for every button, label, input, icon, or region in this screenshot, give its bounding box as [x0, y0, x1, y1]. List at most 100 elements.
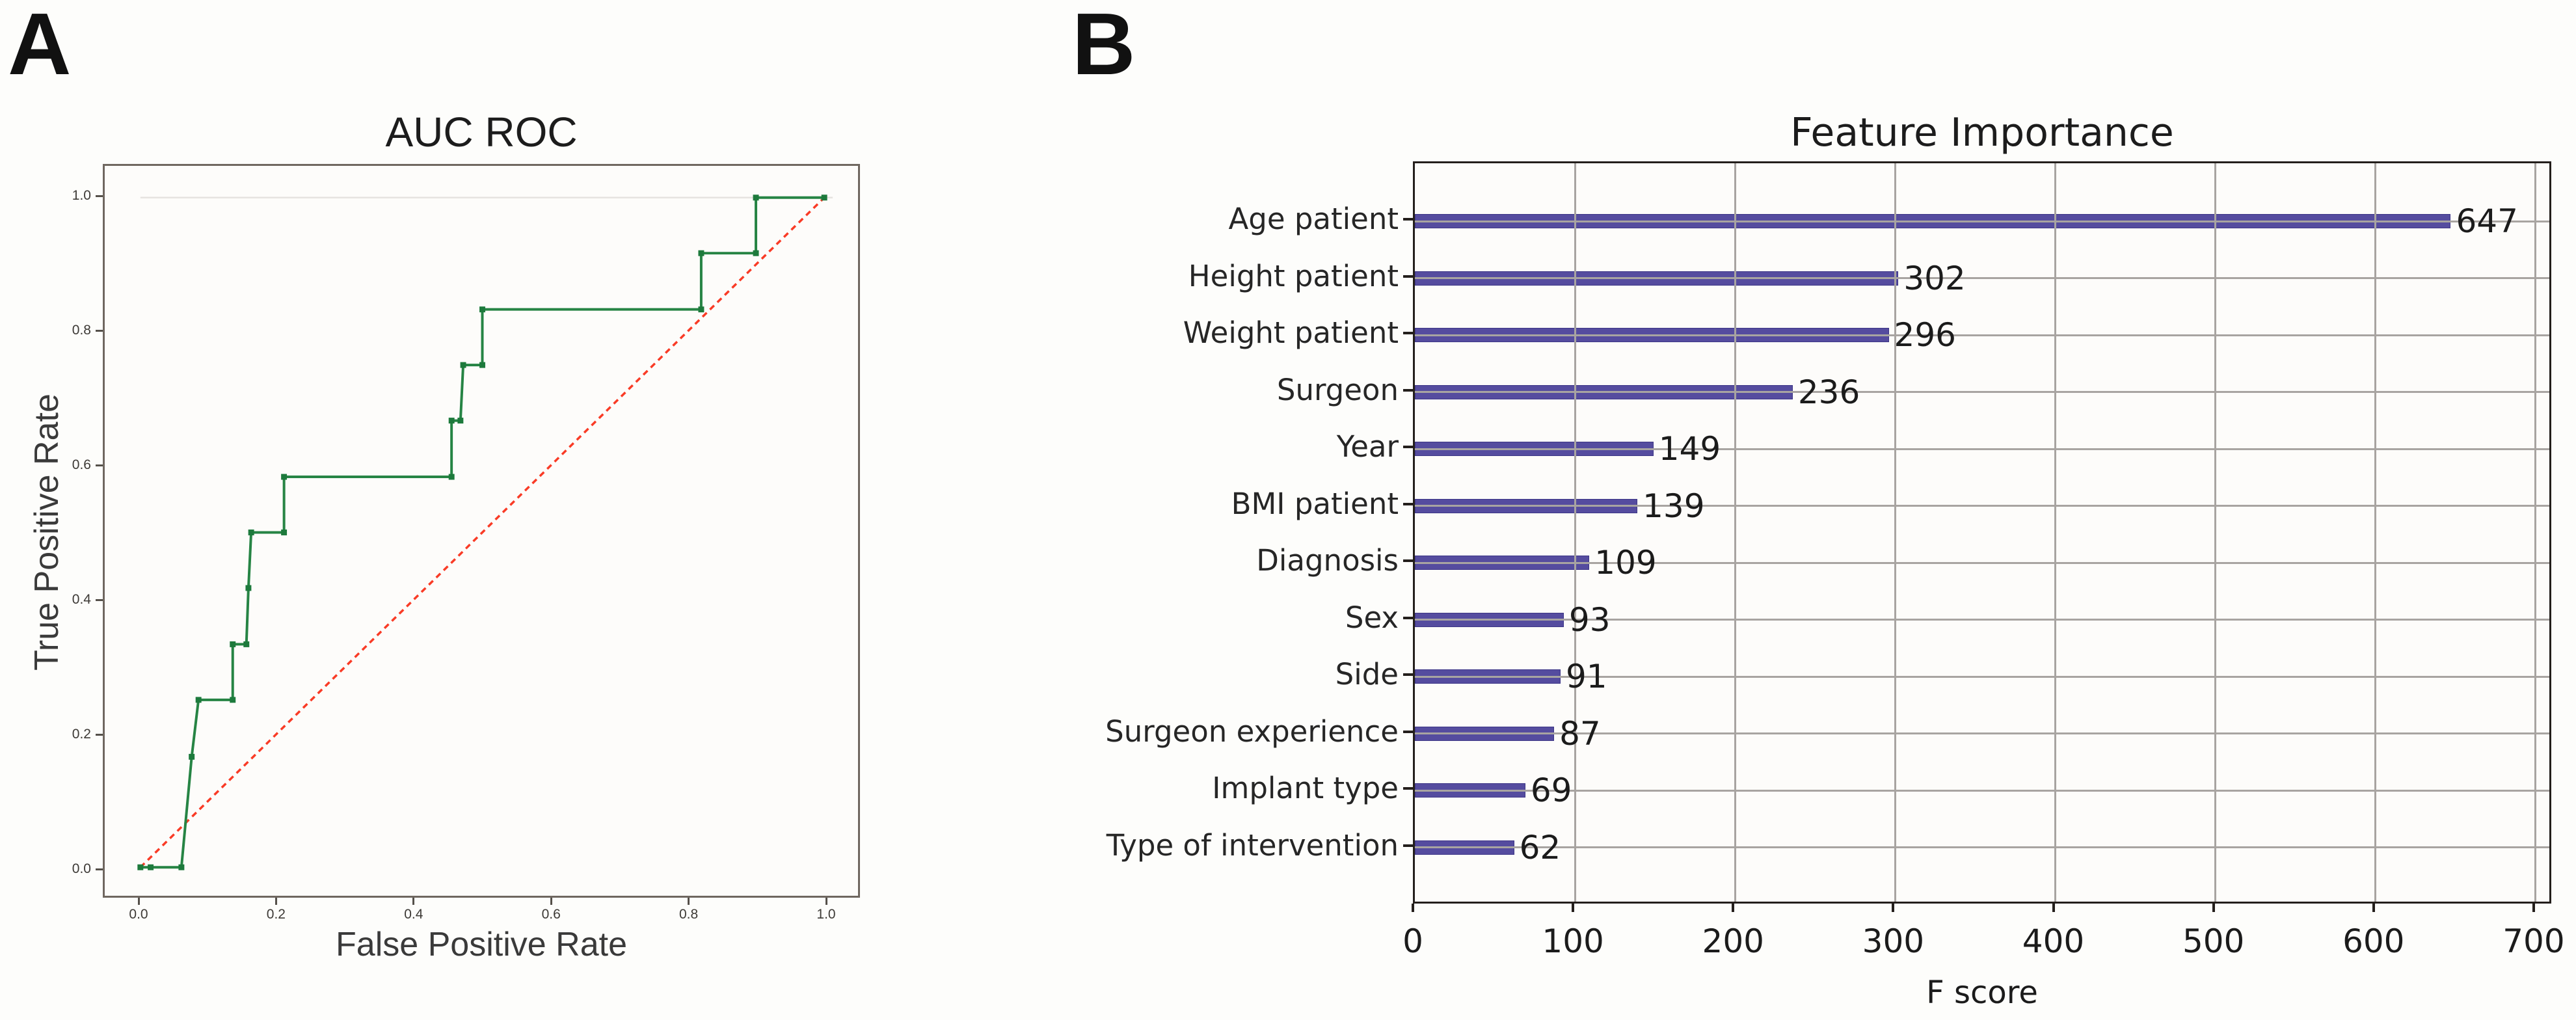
x-tick-mark [412, 898, 415, 905]
x-tick-label: 500 [2182, 922, 2245, 960]
y-tick-mark [1403, 673, 1413, 676]
y-tick-mark [96, 464, 103, 466]
x-tick-label: 0.0 [129, 907, 148, 922]
grid-line-horizontal [1415, 789, 2549, 792]
x-tick-mark [1732, 904, 1735, 912]
roc-data-marker [281, 474, 288, 480]
grid-line-vertical [2054, 163, 2057, 902]
x-tick-mark [688, 898, 690, 905]
y-tick-label: 0.8 [72, 323, 91, 338]
x-tick-label: 1.0 [816, 907, 836, 922]
category-label: Height patient [1188, 258, 1399, 293]
roc-data-marker [137, 864, 144, 870]
category-label: Age patient [1228, 202, 1399, 236]
y-tick-mark [1403, 616, 1413, 619]
panel-b-letter: B [1072, 0, 1136, 93]
grid-line-horizontal [1415, 675, 2549, 678]
category-label: Sex [1345, 600, 1399, 635]
x-tick-mark [825, 898, 827, 905]
roc-data-marker [281, 530, 288, 535]
roc-data-marker [753, 195, 759, 201]
roc-data-marker [230, 697, 236, 703]
x-tick-label: 400 [2022, 922, 2085, 960]
category-label: Surgeon experience [1105, 714, 1399, 749]
category-label: Implant type [1212, 771, 1399, 805]
y-tick-mark [96, 733, 103, 736]
roc-data-marker [248, 530, 254, 535]
x-tick-mark [2372, 904, 2375, 912]
category-label: Type of intervention [1106, 827, 1399, 863]
grid-line-vertical [1574, 163, 1576, 902]
y-tick-mark [1403, 787, 1413, 790]
bar-value-label: 69 [1530, 772, 1572, 809]
y-tick-mark [1403, 388, 1413, 392]
roc-data-marker [243, 641, 250, 647]
y-tick-mark [1403, 446, 1413, 448]
x-tick-label: 200 [1702, 922, 1764, 960]
y-tick-label: 0.0 [72, 861, 91, 876]
roc-data-marker [479, 306, 485, 313]
x-tick-mark [275, 898, 277, 905]
roc-data-marker [245, 585, 252, 591]
grid-line-horizontal [1415, 561, 2549, 564]
y-tick-mark [96, 195, 103, 197]
roc-data-marker [189, 753, 195, 760]
bar-value-label: 149 [1658, 430, 1721, 468]
roc-chart-title: AUC ROC [385, 109, 578, 155]
grid-line-horizontal [1415, 505, 2549, 507]
grid-line-horizontal [1415, 334, 2549, 336]
roc-data-marker [230, 641, 236, 647]
bar-value-label: 236 [1797, 373, 1860, 411]
roc-data-marker [821, 195, 827, 201]
category-label: Side [1335, 657, 1399, 691]
y-tick-mark [1403, 844, 1413, 847]
y-tick-mark [96, 598, 103, 601]
y-tick-mark [1403, 332, 1413, 334]
x-tick-mark [1892, 904, 1895, 912]
feature-importance-title: Feature Importance [1790, 110, 2174, 155]
x-tick-mark [2052, 904, 2055, 912]
roc-data-marker [479, 362, 485, 368]
x-tick-label: 300 [1862, 922, 1925, 960]
y-tick-label: 0.2 [72, 727, 91, 742]
y-tick-mark [1403, 730, 1413, 733]
y-tick-label: 0.6 [72, 457, 91, 472]
x-tick-label: 0.6 [541, 907, 561, 922]
fscore-axis-label: F score [1926, 974, 2038, 1011]
grid-line-vertical [2214, 163, 2217, 902]
y-tick-mark [1403, 502, 1413, 505]
roc-data-marker [753, 250, 759, 256]
roc-data-marker [195, 697, 202, 703]
grid-line-horizontal [1415, 220, 2549, 222]
grid-line-vertical [1894, 163, 1896, 902]
x-tick-label: 0.4 [404, 907, 423, 922]
y-tick-label: 0.4 [72, 592, 91, 607]
chance-diagonal-line [139, 196, 825, 868]
y-tick-mark [1403, 559, 1413, 562]
roc-x-axis-label: False Positive Rate [336, 926, 627, 963]
y-tick-mark [1403, 218, 1413, 221]
category-label: BMI patient [1231, 486, 1399, 521]
feature-importance-plot-area: 647 302 296 236 149 139 109 93 91 87 69 62 [1413, 161, 2551, 904]
x-tick-label: 100 [1542, 922, 1604, 960]
roc-data-marker [698, 250, 704, 256]
grid-line-horizontal [1415, 391, 2549, 393]
x-tick-mark [2532, 904, 2535, 912]
grid-line-vertical [2534, 163, 2537, 902]
x-tick-label: 700 [2502, 922, 2565, 960]
grid-line-horizontal [1415, 846, 2549, 848]
grid-line-horizontal [1415, 619, 2549, 621]
roc-data-marker [148, 864, 154, 870]
bar-value-label: 87 [1559, 714, 1601, 753]
roc-curve-svg [137, 195, 833, 870]
roc-data-marker [460, 362, 466, 368]
x-tick-label: 600 [2342, 922, 2405, 960]
bar-value-label: 91 [1565, 658, 1607, 695]
x-tick-mark [550, 898, 552, 905]
category-label: Surgeon [1276, 372, 1399, 407]
bar-value-label: 93 [1568, 600, 1611, 639]
roc-data-marker [448, 474, 455, 480]
roc-data-marker [457, 418, 464, 424]
category-label: Weight patient [1183, 315, 1399, 350]
x-tick-label: 0.2 [266, 907, 286, 922]
